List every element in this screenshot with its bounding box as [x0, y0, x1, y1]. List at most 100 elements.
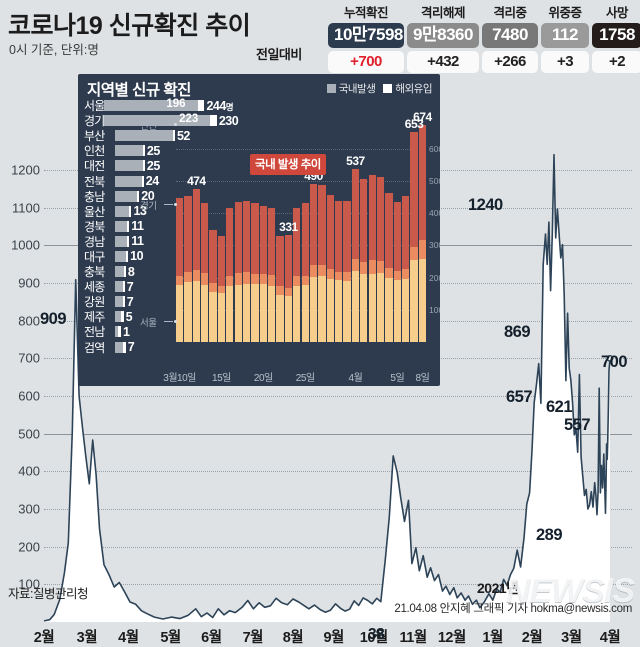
chart-annotation: 621 [546, 398, 573, 416]
inset-bar-segment [284, 287, 293, 297]
region-row: 대전 25 [84, 158, 202, 174]
stat-label: 위중증 [548, 6, 582, 20]
stack-layer-dot-icon [174, 203, 177, 206]
page-title: 코로나19 신규확진 추이 [8, 12, 251, 40]
inset-x-tick-label: 5일 [390, 373, 405, 384]
inset-bar-segment [192, 189, 200, 271]
infographic-root: 코로나19 신규확진 추이 0시 기준, 단위:명 전일대비 누적확진 10만7… [8, 2, 640, 646]
inset-bar-segment [284, 296, 293, 342]
y-axis-tick-label: 100 [18, 576, 40, 592]
stat-delta: +3 [541, 50, 589, 73]
inset-bar-segment [293, 285, 301, 342]
region-row: 인천 25 [84, 143, 202, 159]
inset-bar [360, 178, 368, 342]
stack-layer-label: 인천 [140, 121, 157, 132]
inset-bar [176, 198, 184, 342]
inset-y-tick-label: 100 [429, 304, 440, 315]
region-bar-domestic [115, 296, 123, 308]
region-value: 1 [123, 324, 130, 339]
x-axis-tick-label: 7월 [242, 630, 264, 646]
region-row: 전북 24 [84, 173, 202, 189]
region-bar-imported [123, 266, 126, 278]
inset-gridline [176, 245, 426, 247]
inset-bar-segment [343, 281, 351, 342]
region-bar-imported [122, 296, 125, 308]
inset-bar [393, 201, 401, 342]
inset-bar-segment [226, 208, 234, 277]
inset-gridline [176, 309, 426, 311]
gridline [44, 546, 632, 548]
year-marker: 2021년 [477, 580, 519, 596]
inset-bar-segment [360, 178, 368, 263]
inset-bar-segment [368, 175, 376, 261]
region-name: 충남 [84, 189, 105, 204]
x-axis-tick-label: 12월 [437, 630, 466, 646]
region-bar-domestic [115, 175, 142, 187]
inset-bar [234, 201, 242, 342]
source-note: 자료:질병관리청 [8, 587, 88, 601]
inset-bar-segment [309, 277, 318, 342]
inset-bar-segment [335, 201, 343, 272]
region-bar-domestic [115, 250, 127, 262]
prev-day-label: 전일대비 [256, 47, 302, 62]
region-bar-domestic [115, 326, 118, 338]
inset-bar-value-label: 331 [279, 220, 298, 235]
inset-bar-segment [251, 274, 259, 284]
inset-bar-segment [251, 283, 259, 342]
stat-card: 격리해제 9만8360 +432 [407, 2, 479, 73]
chart-annotation: 869 [504, 323, 531, 341]
inset-bar-segment [217, 293, 226, 342]
region-bar-domestic [115, 190, 138, 202]
region-value: 7 [126, 294, 134, 309]
stat-value: 112 [541, 23, 589, 48]
inset-bar-segment [368, 260, 376, 274]
inset-bar-segment [343, 201, 351, 272]
inset-bar-segment [410, 131, 418, 248]
region-bar-domestic [115, 341, 123, 353]
region-name: 경기 [84, 114, 105, 129]
domestic-trend-badge: 국내 발생 추이 [250, 154, 326, 175]
region-row: 강원 7 [84, 294, 202, 310]
region-name: 충북 [84, 265, 105, 280]
region-bar-domestic: 196 [104, 98, 198, 112]
y-axis-tick-label: 1000 [11, 237, 40, 253]
stat-value: 9만8360 [407, 23, 479, 48]
stat-label: 누적확진 [343, 6, 389, 20]
region-name: 부산 [84, 129, 105, 144]
x-axis-tick-label: 9월 [323, 630, 344, 646]
inset-bar [318, 185, 326, 342]
stat-delta: +2 [592, 50, 640, 73]
stat-delta: +700 [328, 50, 404, 73]
gridline [44, 396, 632, 398]
inset-bar [309, 184, 318, 342]
region-name: 서울 [84, 99, 105, 114]
legend-item: 해외유입 [383, 81, 432, 96]
stack-layer-dot-icon [174, 123, 177, 126]
inset-bar-segment [209, 229, 217, 283]
inset-bar-segment [309, 184, 318, 265]
region-row: 경기 223 230 [84, 113, 239, 129]
inset-legend: 국내발생 해외유입 [326, 81, 432, 96]
region-bar-domestic [115, 220, 128, 232]
region-list: 서울 196 244명 경기 223 230 부산 52 인천 [84, 98, 239, 355]
region-name: 전북 [84, 174, 105, 189]
region-bar-domestic [115, 311, 121, 323]
region-value: 244명 [206, 98, 234, 113]
stat-card: 누적확진 10만7598 +700 [328, 2, 404, 73]
inset-bar-segment [335, 280, 343, 342]
y-axis-tick-label: 700 [18, 350, 40, 366]
inset-bar-segment [201, 285, 209, 342]
y-axis-tick-label: 500 [18, 426, 40, 442]
x-axis-tick-label: 3월 [76, 630, 98, 646]
chart-annotation: 657 [506, 388, 533, 406]
inset-bar-segment [360, 273, 368, 342]
inset-bar-segment [385, 267, 393, 278]
x-axis-tick-label: 8월 [282, 630, 304, 646]
region-name: 세종 [84, 280, 105, 295]
region-bar-domestic [115, 281, 123, 293]
inset-bar-segment [201, 203, 209, 273]
inset-bar-segment [259, 283, 267, 342]
inset-x-tick-label: 3월10일 [163, 373, 196, 384]
inset-bar-segment [268, 207, 276, 275]
inset-bar-segment [343, 271, 351, 282]
